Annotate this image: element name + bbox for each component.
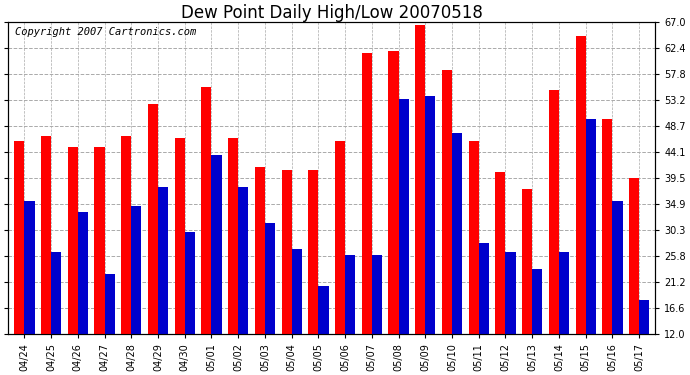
Bar — [532, 268, 542, 334]
Bar — [399, 99, 408, 334]
Bar — [372, 255, 382, 334]
Bar — [24, 201, 34, 334]
Bar — [388, 51, 399, 334]
Bar — [362, 54, 372, 334]
Title: Dew Point Daily High/Low 20070518: Dew Point Daily High/Low 20070518 — [181, 4, 483, 22]
Bar — [495, 172, 506, 334]
Bar — [175, 138, 185, 334]
Bar — [335, 141, 345, 334]
Bar — [559, 252, 569, 334]
Bar — [131, 206, 141, 334]
Bar — [629, 178, 639, 334]
Bar — [105, 274, 115, 334]
Bar — [158, 187, 168, 334]
Bar — [238, 187, 248, 334]
Bar — [211, 155, 221, 334]
Bar — [51, 252, 61, 334]
Bar — [185, 232, 195, 334]
Bar — [68, 147, 78, 334]
Bar — [292, 249, 302, 334]
Bar — [506, 252, 515, 334]
Bar — [452, 133, 462, 334]
Bar — [228, 138, 238, 334]
Bar — [255, 167, 265, 334]
Bar — [639, 300, 649, 334]
Bar — [479, 243, 489, 334]
Bar — [425, 96, 435, 334]
Bar — [442, 70, 452, 334]
Bar — [121, 136, 131, 334]
Bar — [602, 118, 613, 334]
Bar — [78, 212, 88, 334]
Bar — [308, 170, 318, 334]
Bar — [613, 201, 622, 334]
Bar — [575, 36, 586, 334]
Bar — [318, 286, 328, 334]
Bar — [41, 136, 51, 334]
Bar — [549, 90, 559, 334]
Bar — [522, 189, 532, 334]
Text: Copyright 2007 Cartronics.com: Copyright 2007 Cartronics.com — [14, 27, 196, 37]
Bar — [469, 141, 479, 334]
Bar — [586, 118, 596, 334]
Bar — [265, 224, 275, 334]
Bar — [415, 25, 425, 334]
Bar — [282, 170, 292, 334]
Bar — [14, 141, 24, 334]
Bar — [148, 105, 158, 334]
Bar — [345, 255, 355, 334]
Bar — [201, 87, 211, 334]
Bar — [95, 147, 105, 334]
